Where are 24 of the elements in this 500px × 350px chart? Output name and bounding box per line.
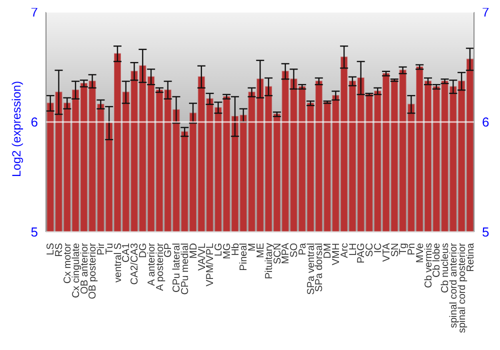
x-tick-label: MVe: [414, 242, 426, 264]
x-tick-label: ME: [256, 242, 266, 258]
x-tick-label: A posterior: [154, 242, 166, 291]
x-tick-label: Cx cingulate: [70, 242, 82, 298]
x-tick-label: spinal cord posterior: [456, 242, 468, 334]
x-tick-label: A anterior: [146, 242, 158, 286]
x-tick-label: Tg: [398, 243, 410, 255]
y-tick-label: 5: [30, 224, 38, 240]
y2-tick-label: 6: [482, 114, 490, 130]
x-tick-label: Pa: [297, 242, 308, 256]
x-tick-label: Pituitary: [264, 243, 275, 280]
x-tick-label: Arc: [339, 243, 350, 258]
y-tick-label: 7: [30, 4, 38, 20]
y2-tick-label: 7: [482, 4, 490, 20]
x-tick-label: IC: [372, 243, 384, 253]
x-tick-label: OB posterior: [88, 242, 99, 300]
x-tick-label: RS: [54, 242, 66, 257]
y2-tick-label: 5: [482, 224, 490, 240]
x-tick-label: VTA: [381, 242, 392, 262]
x-tick-label: Retina: [465, 242, 476, 272]
y-tick-label: 6: [30, 114, 38, 130]
x-tick-label: Tu: [104, 243, 116, 254]
x-tick-label: CPu medial: [180, 243, 191, 295]
y-axis-title: Log2 (expression): [9, 80, 24, 177]
